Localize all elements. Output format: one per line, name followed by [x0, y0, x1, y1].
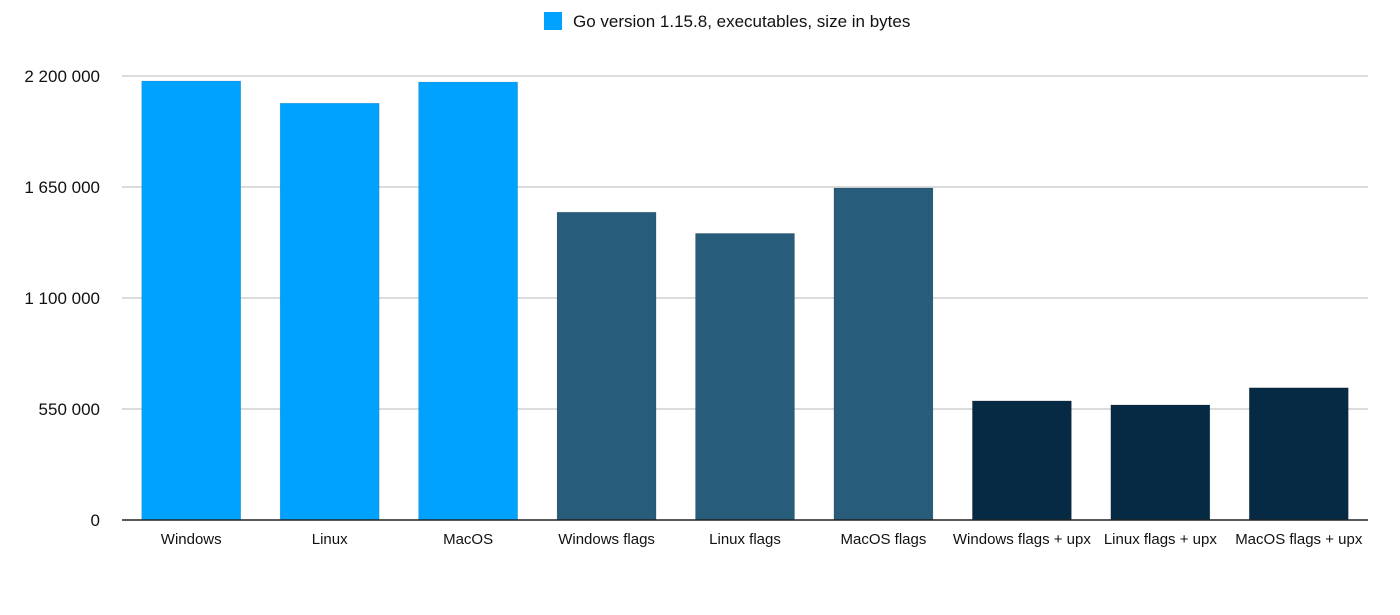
bar — [556, 211, 657, 521]
x-category-label: Windows flags + upx — [953, 531, 1091, 548]
x-category-label: MacOS — [443, 531, 493, 548]
y-tick-label: 2 200 000 — [24, 67, 100, 86]
bar — [279, 102, 380, 521]
x-category-label: Windows — [161, 531, 222, 548]
legend-label: Go version 1.15.8, executables, size in … — [573, 12, 910, 31]
bar — [1248, 387, 1349, 521]
x-category-label: Linux flags + upx — [1104, 531, 1217, 548]
bar — [972, 400, 1072, 521]
x-category-label: Linux flags — [709, 531, 781, 548]
legend: Go version 1.15.8, executables, size in … — [544, 12, 910, 31]
bars — [141, 80, 1349, 521]
x-axis-category-labels: Windows Linux MacOS Windows flags Linux flag… — [161, 531, 1363, 548]
bar — [1110, 404, 1211, 521]
bar — [833, 187, 934, 521]
y-axis-tick-labels: 0 550 000 1 100 000 1 650 000 2 200 000 — [24, 67, 100, 530]
x-category-label: Linux — [312, 531, 348, 548]
bar — [141, 80, 242, 521]
bar — [695, 233, 795, 521]
x-category-label: MacOS flags + upx — [1235, 531, 1363, 548]
y-tick-label: 0 — [91, 511, 100, 530]
legend-swatch — [544, 12, 562, 30]
bar — [418, 81, 518, 521]
x-category-label: Windows flags — [558, 531, 655, 548]
y-tick-label: 1 100 000 — [24, 289, 100, 308]
y-tick-label: 550 000 — [39, 400, 100, 419]
y-tick-label: 1 650 000 — [24, 178, 100, 197]
x-category-label: MacOS flags — [841, 531, 927, 548]
